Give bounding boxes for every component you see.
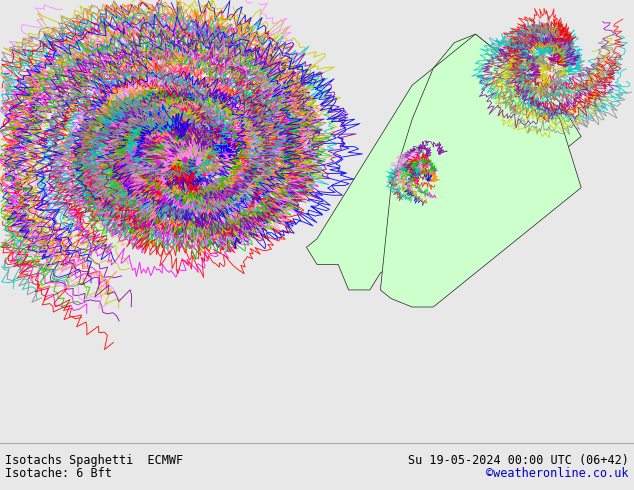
Text: Isotache: 6 Bft: Isotache: 6 Bft bbox=[5, 467, 112, 480]
Text: Isotachs Spaghetti  ECMWF: Isotachs Spaghetti ECMWF bbox=[5, 454, 183, 466]
Text: ©weatheronline.co.uk: ©weatheronline.co.uk bbox=[486, 467, 629, 480]
Text: Su 19-05-2024 00:00 UTC (06+42): Su 19-05-2024 00:00 UTC (06+42) bbox=[408, 454, 629, 466]
